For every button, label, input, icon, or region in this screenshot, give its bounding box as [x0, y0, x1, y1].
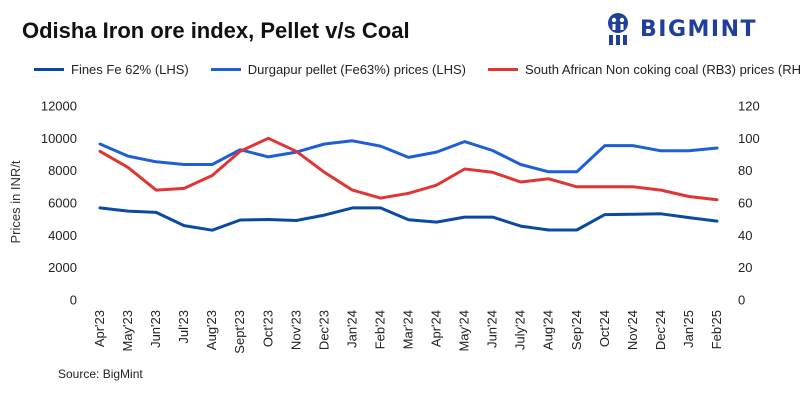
legend-label-pellet: Durgapur pellet (Fe63%) prices (LHS): [247, 61, 466, 77]
x-tick-label: Jul'23: [176, 310, 191, 344]
legend-item-fines: Fines Fe 62% (LHS): [34, 62, 189, 77]
x-tick-label: Jun'24: [485, 310, 500, 348]
y-left-tick-label: 12000: [41, 99, 77, 114]
legend-swatch-pellet: [210, 67, 241, 71]
legend-swatch-coal: [487, 67, 518, 71]
x-tick-label: Feb'25: [709, 310, 724, 349]
y-right-tick-label: 100: [738, 131, 760, 146]
y-left-tick-label: 2000: [48, 260, 77, 275]
x-tick-label: Jun'23: [148, 310, 163, 348]
series-line-2: [98, 136, 719, 202]
x-tick-label: May'24: [457, 310, 472, 352]
x-tick-label: Dec'24: [653, 310, 668, 350]
y-right-tick-label: 40: [738, 228, 752, 243]
x-tick-label: Aug'24: [541, 310, 556, 350]
y-left-tick-label: 4000: [48, 228, 77, 243]
y-right-tick-label: 120: [738, 99, 760, 114]
y-right-axis: 0 20 40 60 80 100 120: [738, 99, 760, 308]
x-tick-label: Sept'23: [232, 310, 247, 354]
legend-item-pellet: Durgapur pellet (Fe63%) prices (LHS): [210, 61, 466, 77]
y-left-tick-label: 10000: [41, 131, 77, 146]
series-line-0: [98, 206, 719, 232]
chart-legend: Fines Fe 62% (LHS) Durgapur pellet (Fe63…: [34, 61, 800, 77]
chart-title: Odisha Iron ore index, Pellet v/s Coal: [22, 18, 410, 43]
x-tick-label: May'23: [120, 310, 135, 352]
y-left-axis-title: Prices in INR/t: [8, 160, 23, 243]
x-tick-label: Jan'25: [681, 310, 696, 348]
legend-swatch-fines: [34, 67, 64, 71]
bigmint-logo-icon: [608, 13, 628, 45]
legend-label-coal: South African Non coking coal (RB3) pric…: [524, 61, 800, 77]
x-tick-label: Jan'24: [344, 310, 359, 348]
series-line-1: [98, 139, 719, 174]
x-tick-label: Oct'24: [597, 310, 612, 347]
x-tick-label: Aug'23: [204, 310, 219, 350]
source-note: Source: BigMint: [58, 367, 143, 381]
brand-logo: BIGMINT: [604, 12, 784, 46]
legend-item-coal: South African Non coking coal (RB3) pric…: [487, 61, 800, 77]
y-right-tick-label: 80: [738, 163, 752, 178]
x-tick-label: July'24: [513, 310, 528, 350]
y-left-axis: 0 2000 4000 6000 8000 10000 12000: [41, 99, 77, 308]
y-right-tick-label: 60: [738, 196, 752, 211]
y-left-tick-label: 0: [70, 293, 77, 308]
x-tick-label: Sep'24: [569, 310, 584, 350]
brand-name: BIGMINT: [640, 16, 758, 42]
y-left-tick-label: 8000: [48, 163, 77, 178]
x-axis: Apr'23 May'23 Jun'23 Jul'23 Aug'23 Sept'23 Oct…: [92, 310, 724, 354]
x-tick-label: Feb'24: [372, 310, 387, 349]
x-tick-label: Nov'23: [288, 310, 303, 350]
legend-label-fines: Fines Fe 62% (LHS): [71, 61, 189, 77]
series-lines: [98, 136, 719, 232]
y-right-tick-label: 0: [738, 293, 745, 308]
x-tick-label: Dec'23: [316, 310, 331, 350]
x-tick-label: Apr'23: [92, 310, 107, 347]
y-right-tick-label: 20: [738, 260, 752, 275]
x-tick-label: Oct'23: [260, 310, 275, 347]
x-tick-label: Nov'24: [625, 310, 640, 350]
x-tick-label: Apr'24: [429, 310, 444, 347]
x-tick-label: Mar'24: [401, 310, 416, 349]
y-left-tick-label: 6000: [48, 196, 77, 211]
